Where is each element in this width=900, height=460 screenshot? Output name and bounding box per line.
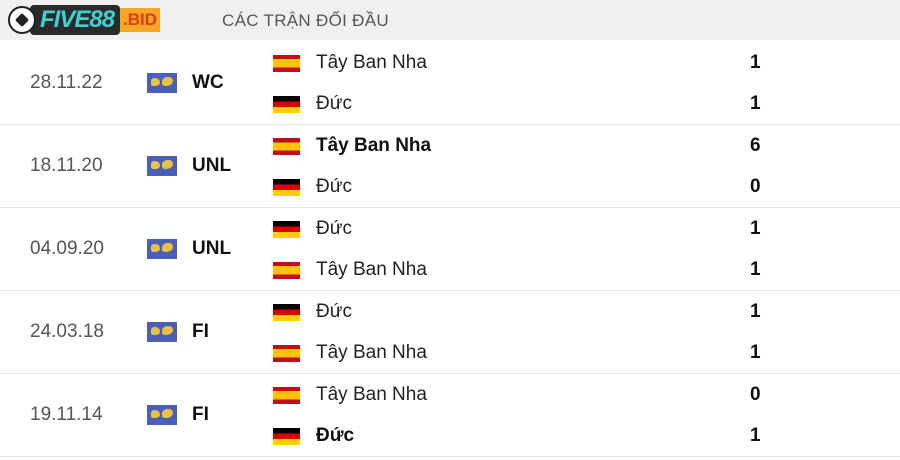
germany-flag-icon xyxy=(273,303,300,321)
team-name: Tây Ban Nha xyxy=(316,384,427,405)
match-date: 28.11.22 xyxy=(30,72,103,93)
spain-flag-icon xyxy=(273,386,300,404)
match-row[interactable]: 28.11.22 WC Tây Ban Nha 1 Đức 1 xyxy=(0,42,900,125)
team-line: Đức xyxy=(273,217,733,241)
team-score: 6 xyxy=(750,135,761,156)
germany-flag-icon xyxy=(273,178,300,196)
match-row[interactable]: 24.03.18 FI Đức 1 Tây Ban Nha 1 xyxy=(0,291,900,374)
competition-label: FI xyxy=(192,404,209,425)
competition-label: WC xyxy=(192,72,224,93)
world-map-icon xyxy=(147,156,177,176)
match-row[interactable]: 04.09.20 UNL Đức 1 Tây Ban Nha 1 xyxy=(0,208,900,291)
team-name: Đức xyxy=(316,301,352,322)
team-name: Đức xyxy=(316,425,355,446)
team-line: Tây Ban Nha xyxy=(273,383,733,407)
team-score: 0 xyxy=(750,384,761,405)
team-name: Tây Ban Nha xyxy=(316,259,427,280)
team-name: Đức xyxy=(316,93,352,114)
team-score: 1 xyxy=(750,342,761,363)
team-score: 1 xyxy=(750,259,761,280)
team-line: Đức xyxy=(273,175,733,199)
team-score: 1 xyxy=(750,301,761,322)
team-name: Tây Ban Nha xyxy=(316,52,427,73)
spain-flag-icon xyxy=(273,261,300,279)
watermark-logo: FIVE88 .BID xyxy=(8,2,161,38)
team-line: Đức xyxy=(273,300,733,324)
match-date: 24.03.18 xyxy=(30,321,104,342)
match-date: 19.11.14 xyxy=(30,404,103,425)
spain-flag-icon xyxy=(273,344,300,362)
competition-label: UNL xyxy=(192,155,232,176)
team-line: Đức xyxy=(273,424,733,448)
world-map-icon xyxy=(147,239,177,259)
competition-label: UNL xyxy=(192,238,232,259)
team-name: Đức xyxy=(316,176,352,197)
logo-text: FIVE88 xyxy=(30,5,121,35)
team-line: Tây Ban Nha xyxy=(273,341,733,365)
match-date: 04.09.20 xyxy=(30,238,104,259)
germany-flag-icon xyxy=(273,95,300,113)
spain-flag-icon xyxy=(273,54,300,72)
germany-flag-icon xyxy=(273,427,300,445)
world-map-icon xyxy=(147,405,177,425)
team-score: 1 xyxy=(750,93,761,114)
section-title: CÁC TRẬN ĐỐI ĐẦU xyxy=(222,11,389,30)
world-map-icon xyxy=(147,322,177,342)
team-score: 0 xyxy=(750,176,761,197)
team-score: 1 xyxy=(750,52,761,73)
match-row[interactable]: 18.11.20 UNL Tây Ban Nha 6 Đức 0 xyxy=(0,125,900,208)
soccer-ball-icon xyxy=(8,6,36,34)
spain-flag-icon xyxy=(273,137,300,155)
match-date: 18.11.20 xyxy=(30,155,103,176)
team-line: Tây Ban Nha xyxy=(273,134,733,158)
team-line: Tây Ban Nha xyxy=(273,51,733,75)
team-name: Đức xyxy=(316,218,352,239)
germany-flag-icon xyxy=(273,220,300,238)
competition-label: FI xyxy=(192,321,209,342)
team-score: 1 xyxy=(750,425,761,446)
team-name: Tây Ban Nha xyxy=(316,342,427,363)
logo-suffix: .BID xyxy=(120,8,161,32)
team-score: 1 xyxy=(750,218,761,239)
match-row[interactable]: 19.11.14 FI Tây Ban Nha 0 Đức 1 xyxy=(0,374,900,457)
team-line: Đức xyxy=(273,92,733,116)
team-name: Tây Ban Nha xyxy=(316,135,432,156)
world-map-icon xyxy=(147,73,177,93)
team-line: Tây Ban Nha xyxy=(273,258,733,282)
